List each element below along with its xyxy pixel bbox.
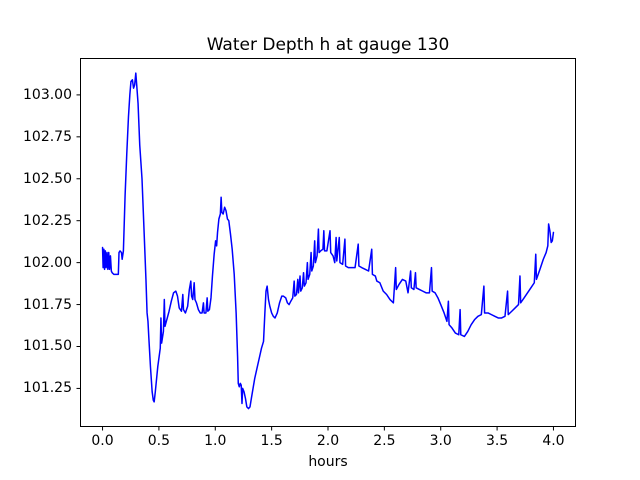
y-tick-label: 101.25 xyxy=(23,380,72,397)
x-tick-label: 3.5 xyxy=(485,433,509,449)
x-axis-label: hours xyxy=(308,454,348,470)
y-tick-label: 101.50 xyxy=(23,338,72,355)
x-tick-label: 1.5 xyxy=(260,433,283,449)
x-tick-label: 0.0 xyxy=(91,433,114,449)
y-tick-label: 103.00 xyxy=(23,86,72,103)
axes-spines xyxy=(80,58,576,427)
y-tick-label: 101.75 xyxy=(23,296,72,313)
y-tick-label: 102.00 xyxy=(23,254,72,271)
x-tick-label: 0.5 xyxy=(147,433,171,449)
y-tick-label: 102.50 xyxy=(23,170,72,187)
tick-marks xyxy=(76,94,554,431)
y-tick-label: 102.75 xyxy=(23,128,72,145)
x-tick-label: 2.0 xyxy=(316,433,340,449)
water-depth-line-series xyxy=(101,72,555,410)
x-tick-label: 4.0 xyxy=(542,433,565,449)
plot-area xyxy=(76,58,576,431)
x-tick-label: 1.0 xyxy=(204,433,227,449)
x-tick-label: 2.5 xyxy=(373,433,396,449)
x-tick-label: 3.0 xyxy=(429,433,452,449)
y-tick-label: 102.25 xyxy=(23,212,72,229)
chart-title: Water Depth h at gauge 130 xyxy=(206,35,450,55)
